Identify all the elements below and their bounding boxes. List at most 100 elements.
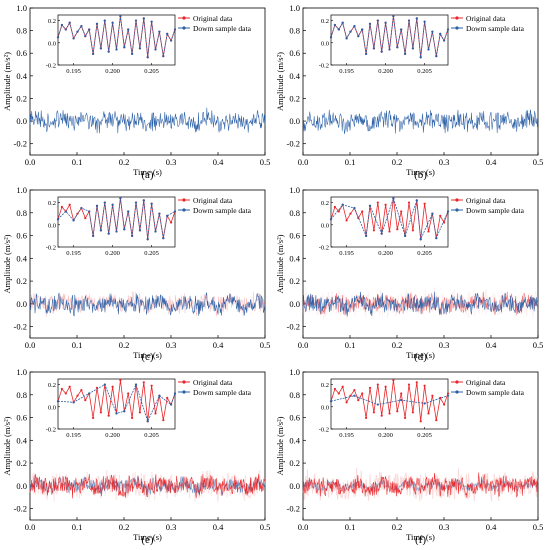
inset-downsample-point [92,52,95,55]
y-tick-label: 0.4 [289,253,300,263]
x-tick-label: 0.0 [25,340,36,350]
inset-original-point [361,210,364,213]
x-tick-label: 0.0 [298,340,309,350]
x-tick-label: 0.2 [119,157,130,167]
x-tick-label: 0.2 [392,340,403,350]
x-tick-label: 0.4 [213,340,224,350]
original-data-line [29,473,266,499]
inset-downsample-point [119,197,122,200]
inset-downsample-point [103,383,106,386]
x-axis-label: Time (s) [406,167,435,177]
inset-original-point [392,379,395,382]
inset-downsample-point [134,201,138,204]
inset-original-point [411,411,414,414]
inset-x-tick-label: 0.205 [417,68,432,75]
inset-original-point [400,210,403,213]
inset-downsample-point [443,39,446,42]
y-tick-label: 0.4 [16,253,27,263]
legend-label: Original data [193,14,233,23]
y-tick-label: 0.4 [16,435,27,445]
y-tick-label: 0.2 [289,458,300,468]
inset-x-tick-label: 0.200 [378,68,393,75]
inset-downsample-line [57,198,176,240]
inset-original-point [372,229,375,232]
inset-downsample-point [76,30,79,33]
inset-original-point [341,385,344,388]
inset-downsample-point [131,234,134,237]
legend-marker [182,16,186,20]
inset-downsample-point [368,22,372,25]
inset-original-point [407,201,411,204]
inset-x-tick-label: 0.205 [144,432,159,439]
inset-downsample-point [56,400,60,403]
legend-marker [182,26,186,30]
x-tick-label: 0.2 [119,522,130,532]
inset-original-point [400,392,403,395]
inset-downsample-point [146,56,149,59]
inset-original-point [443,403,446,406]
inset-downsample-point [150,202,153,205]
inset-x-tick-label: 0.195 [66,68,81,75]
inset-downsample-point [127,210,130,213]
y-tick-label: 0.8 [289,390,300,400]
inset-original-point [388,412,391,415]
y-axis-label: Amplitude (m/s²) [275,234,285,293]
legend-label: Dowm sample data [193,24,252,33]
x-tick-label: 0.4 [486,522,497,532]
inset-x-tick-label: 0.195 [66,432,81,439]
inset-downsample-point [400,28,403,31]
inset-downsample-point [435,55,438,58]
inset-downsample-point [446,28,450,31]
legend-marker [455,380,459,384]
inset-downsample-point [72,401,75,404]
chart-panel-d: -0.2 0.0 0.2 0.4 0.6 0.8 1.0 0.0 0.1 0.2 0.3 0.4 0.5… [275,185,543,363]
y-tick-label: 0.6 [289,231,300,241]
x-tick-label: 0.2 [119,340,130,350]
inset-zoom: -0.2 0.0 0.2 0.195 0.200 0.205 [46,196,177,257]
x-tick-label: 0.1 [72,522,83,532]
inset-downsample-point [380,232,383,235]
inset-downsample-point [337,28,340,31]
inset-downsample-point [404,234,407,237]
inset-x-tick-label: 0.200 [105,250,120,257]
inset-downsample-point [150,20,153,23]
inset-downsample-point [392,15,395,18]
legend-marker [182,380,186,384]
inset-downsample-point [166,32,169,35]
inset-downsample-point [103,201,106,204]
inset-original-point [337,392,340,395]
inset-downsample-point [99,229,102,232]
x-tick-label: 0.5 [533,522,544,532]
inset-original-point [361,392,364,395]
inset-downsample-point [333,23,336,27]
inset-original-point [427,412,430,415]
x-tick-label: 0.4 [486,340,497,350]
legend-marker [455,198,459,202]
panel-caption: (b) [414,169,427,181]
inset-original-point [170,221,173,224]
y-tick-label: 0.6 [16,413,27,423]
x-tick-label: 0.5 [533,157,544,167]
x-tick-label: 0.3 [439,157,450,167]
legend-label: Dowm sample data [466,206,525,215]
y-axis-label: Amplitude (m/s²) [2,52,12,111]
inset-downsample-point [431,30,434,33]
y-tick-label: 0.0 [16,481,27,491]
inset-frame [57,378,176,430]
inset-original-point [84,399,87,402]
inset-downsample-point [380,50,383,53]
y-tick-label: 0.4 [16,71,27,81]
inset-y-tick-label: 0.2 [48,382,56,389]
original-data-line [302,472,539,498]
legend-label: Dowm sample data [193,388,252,397]
inset-y-tick-label: 0.0 [321,222,329,229]
y-tick-label: 0.6 [289,48,300,58]
x-tick-label: 0.0 [25,522,36,532]
chart-panel-f: -0.2 0.0 0.2 0.4 0.6 0.8 1.0 0.0 0.1 0.2 0.3 0.4 0.5… [275,367,543,546]
y-tick-label: 0.0 [289,116,300,126]
inset-original-point [119,379,122,382]
legend-label: Dowm sample data [466,24,525,33]
inset-original-point [404,416,407,419]
y-tick-label: 0.4 [289,71,300,81]
